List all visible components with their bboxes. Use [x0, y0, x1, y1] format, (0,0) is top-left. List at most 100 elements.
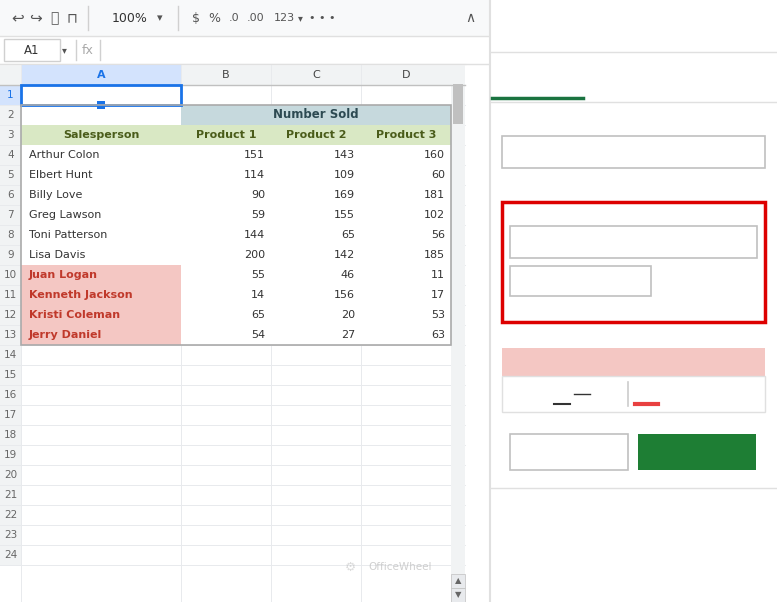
Text: Single color: Single color	[495, 78, 577, 90]
Bar	[21, 145, 181, 165]
Bar	[181, 265, 271, 285]
Text: 24: 24	[4, 550, 17, 560]
Bar	[0, 305, 21, 325]
Text: 144: 144	[244, 230, 265, 240]
Bar	[21, 485, 451, 505]
Text: B: B	[222, 69, 230, 79]
Text: U: U	[557, 388, 566, 400]
Text: B: B	[515, 388, 525, 400]
Bar	[361, 205, 451, 225]
Text: A4:A13: A4:A13	[514, 146, 559, 158]
Bar	[21, 185, 451, 205]
Bar	[271, 285, 361, 305]
Text: ↪: ↪	[30, 10, 43, 25]
Bar	[181, 325, 271, 345]
Text: • • •: • • •	[308, 13, 335, 23]
Bar	[361, 265, 451, 285]
Text: 13: 13	[4, 330, 17, 340]
Text: 19: 19	[4, 450, 17, 460]
Bar	[0, 64, 465, 85]
Text: 3: 3	[7, 130, 14, 140]
Text: Custom: Custom	[510, 356, 566, 368]
Text: 102: 102	[424, 210, 445, 220]
Bar	[451, 588, 465, 602]
Bar	[0, 405, 21, 425]
Bar	[271, 205, 361, 225]
Text: fx: fx	[82, 43, 94, 57]
Text: 27: 27	[341, 330, 355, 340]
Text: 53: 53	[431, 310, 445, 320]
Bar	[21, 125, 181, 145]
Bar	[21, 365, 451, 385]
Text: ⚙: ⚙	[344, 560, 356, 574]
Text: ▲: ▲	[455, 577, 462, 586]
Text: 5: 5	[7, 170, 14, 180]
Bar	[271, 305, 361, 325]
Text: Done: Done	[678, 445, 716, 459]
Bar	[510, 434, 628, 470]
Bar	[21, 285, 181, 305]
Text: ▾: ▾	[157, 13, 163, 23]
Bar	[361, 165, 451, 185]
Text: 169: 169	[334, 190, 355, 200]
Text: ⊞: ⊞	[749, 145, 761, 159]
Text: 181: 181	[424, 190, 445, 200]
Bar	[271, 245, 361, 265]
Bar	[181, 245, 271, 265]
Bar	[21, 245, 181, 265]
Bar	[0, 85, 21, 105]
Text: 142: 142	[334, 250, 355, 260]
Text: Formatting style: Formatting style	[504, 329, 601, 343]
Bar	[21, 425, 451, 445]
Bar	[21, 185, 181, 205]
Text: =(B4<50)+(C4<50)+(D4<5: =(B4<50)+(C4<50)+(D4<5	[518, 275, 696, 288]
Bar	[21, 205, 451, 225]
Text: ✕: ✕	[757, 16, 769, 31]
Bar	[21, 305, 181, 325]
Text: 10: 10	[4, 270, 17, 280]
Text: ▼: ▼	[455, 591, 462, 600]
Text: 56: 56	[431, 230, 445, 240]
Text: Format rules: Format rules	[504, 181, 600, 194]
Text: 90: 90	[251, 190, 265, 200]
Bar	[638, 434, 756, 470]
Bar	[0, 425, 21, 445]
Text: 2: 2	[7, 110, 14, 120]
Bar	[502, 136, 765, 168]
Bar	[21, 405, 451, 425]
Text: Arthur Colon: Arthur Colon	[29, 150, 99, 160]
Text: ▾: ▾	[614, 389, 618, 399]
Bar	[361, 145, 451, 165]
Text: 63: 63	[431, 330, 445, 340]
Bar	[181, 165, 271, 185]
Text: Format cells if...: Format cells if...	[512, 211, 601, 221]
Text: Color scale: Color scale	[633, 78, 702, 90]
Bar	[181, 205, 271, 225]
Text: Billy Love: Billy Love	[29, 190, 82, 200]
Bar	[21, 325, 451, 345]
Bar	[502, 376, 765, 412]
Bar	[490, 0, 777, 52]
Bar	[21, 205, 181, 225]
Text: 20: 20	[341, 310, 355, 320]
Text: 22: 22	[4, 510, 17, 520]
Bar	[21, 525, 451, 545]
Text: 155: 155	[334, 210, 355, 220]
Bar	[21, 445, 451, 465]
Bar	[271, 325, 361, 345]
Bar	[0, 245, 21, 265]
Bar	[0, 185, 21, 205]
Bar	[0, 125, 21, 145]
Bar	[271, 265, 361, 285]
Text: ▾: ▾	[61, 45, 67, 55]
Bar	[0, 385, 21, 405]
Bar	[21, 545, 451, 565]
Bar	[510, 226, 757, 258]
Text: 46: 46	[341, 270, 355, 280]
Text: 143: 143	[334, 150, 355, 160]
Bar	[21, 385, 451, 405]
Bar	[21, 64, 181, 85]
Bar	[21, 325, 181, 345]
Bar	[0, 485, 21, 505]
Bar	[21, 305, 451, 325]
